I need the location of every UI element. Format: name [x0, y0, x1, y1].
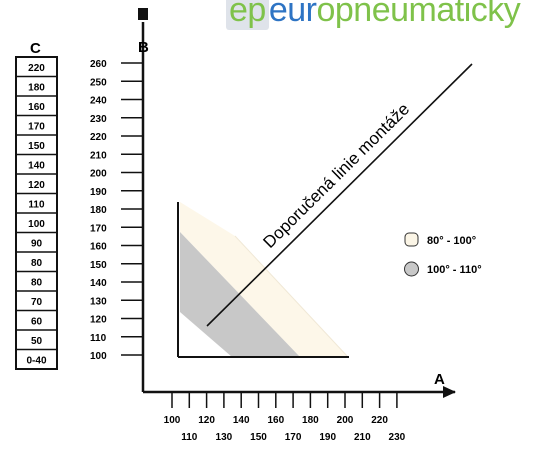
- axis-a-tick-label: 120: [198, 415, 215, 426]
- axis-b-cap: [138, 8, 148, 20]
- axis-a-tick-label: 160: [267, 415, 284, 426]
- axis-c-cell: 120: [28, 180, 45, 191]
- europneumaticky-logo: epeuropneumaticky: [226, 0, 521, 30]
- axis-b-tick-label: 130: [90, 296, 107, 307]
- zone-80-100: [180, 202, 348, 357]
- axis-b-tick-label: 160: [90, 242, 107, 253]
- zone-edge: [234, 235, 349, 358]
- axis-b-ticks: 260 250 240 230 220 210 200 190 180 170 160 150 140 1…: [90, 59, 143, 362]
- zone-100-110: [180, 232, 300, 357]
- axis-a-tick-label: 190: [319, 432, 336, 443]
- axis-c-cell: 220: [28, 63, 45, 74]
- axis-c-cell: 160: [28, 102, 45, 113]
- legend-label-100-110: 100° - 110°: [427, 264, 482, 276]
- axis-a-tick-label: 200: [337, 415, 354, 426]
- axis-a-tick-label: 150: [250, 432, 267, 443]
- logo-ep: ep: [226, 0, 269, 30]
- axis-a-arrow: [443, 386, 456, 398]
- axis-b-tick-label: 200: [90, 169, 107, 180]
- axis-b-tick-label: 260: [90, 59, 107, 70]
- axis-b-tick-label: 170: [90, 223, 107, 234]
- axis-b-tick-label: 180: [90, 205, 107, 216]
- axis-b-tick-label: 100: [90, 351, 107, 362]
- axis-a-letter: A: [434, 371, 445, 388]
- axis-a-tick-label: 220: [371, 415, 388, 426]
- legend: 80° - 100° 100° - 110°: [404, 232, 482, 277]
- axis-c-cell: 60: [31, 316, 43, 327]
- recommended-mount-line: [206, 63, 473, 327]
- axis-b-tick-label: 250: [90, 77, 107, 88]
- axis-a-tick-label: 140: [233, 415, 250, 426]
- axis-c-cell: 110: [28, 199, 45, 210]
- axis-a-ticks: 100 120 140 160 180 200 220 110 130 150 170 190 210 2…: [164, 392, 406, 443]
- axis-a-tick-label: 170: [285, 432, 302, 443]
- axis-c-cell: 0-40: [26, 355, 46, 366]
- axis-c-cell: 140: [28, 160, 45, 171]
- axis-b-tick-label: 150: [90, 260, 107, 271]
- logo-eur: eur: [268, 0, 317, 29]
- axis-c-cell: 90: [31, 238, 43, 249]
- mount-line-label: Doporučená linie montáže: [259, 99, 413, 251]
- axis-b-tick-label: 220: [90, 132, 107, 143]
- axis-b-letter: B: [138, 39, 149, 56]
- legend-swatch-80-100: [404, 232, 419, 247]
- axis-c-cell: 100: [28, 219, 45, 230]
- axis-b-tick-label: 210: [90, 150, 107, 161]
- axis-c-cell: 50: [31, 336, 43, 347]
- axis-c-cell: 150: [28, 141, 45, 152]
- axis-b-tick-label: 120: [90, 315, 107, 326]
- axis-b-tick-label: 240: [90, 96, 107, 107]
- axis-a-tick-label: 180: [302, 415, 319, 426]
- axis-c-cell: 180: [28, 82, 45, 93]
- axis-a-tick-label: 130: [216, 432, 233, 443]
- legend-swatch-100-110: [404, 261, 419, 277]
- axis-a-tick-label: 110: [181, 432, 198, 443]
- legend-label-80-100: 80° - 100°: [427, 235, 476, 247]
- axis-b-tick-label: 110: [90, 333, 107, 344]
- axis-c-cell: 80: [31, 277, 43, 288]
- axis-b-tick-label: 230: [90, 114, 107, 125]
- axis-a-tick-label: 210: [354, 432, 371, 443]
- axis-b-tick-label: 190: [90, 187, 107, 198]
- axis-c-cell: 80: [31, 258, 43, 269]
- axis-c-cell: 70: [31, 297, 43, 308]
- axis-c-cell: 170: [28, 121, 45, 132]
- axis-b-tick-label: 140: [90, 278, 107, 289]
- axis-a-tick-label: 230: [389, 432, 406, 443]
- logo-opneu: opneumaticky: [316, 0, 521, 29]
- axis-a-tick-label: 100: [164, 415, 181, 426]
- axis-c-letter: C: [30, 40, 41, 57]
- axis-c-cells: 220 180 160 170 150 140 120 110 100 90 80 80 70 60 50 0…: [16, 63, 57, 366]
